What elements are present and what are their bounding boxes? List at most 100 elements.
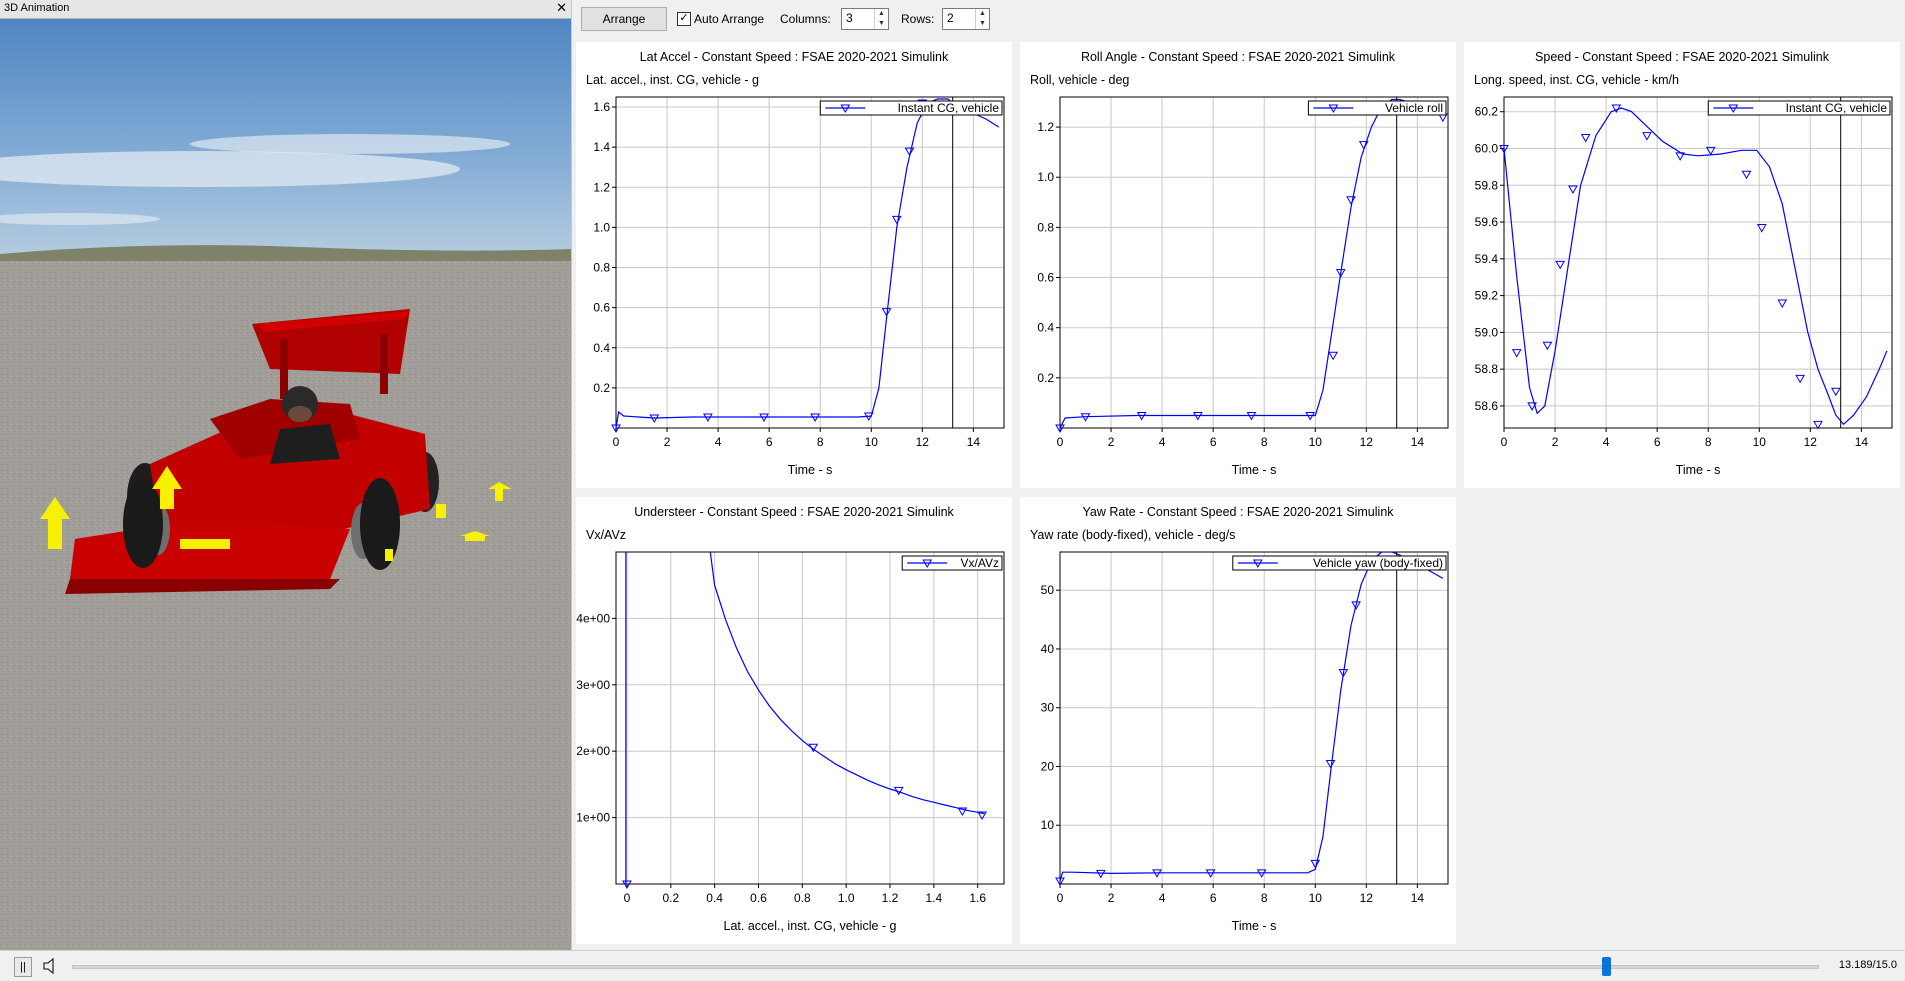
rows-spin-arrows[interactable]: ▲ ▼: [975, 9, 989, 29]
columns-spin-arrows[interactable]: ▲ ▼: [874, 9, 888, 29]
y-tick-label: 4e+00: [576, 611, 610, 625]
chevron-down-icon[interactable]: ▼: [979, 20, 986, 27]
x-tick-label: 14: [1855, 435, 1869, 449]
series-marker: [1830, 387, 1841, 397]
x-tick-label: 0: [1057, 891, 1064, 905]
legend-marker: [1328, 104, 1339, 114]
series-marker: [957, 807, 968, 816]
series-marker: [808, 743, 819, 753]
series-marker: [1611, 104, 1622, 114]
y-tick-label: 58.6: [1475, 399, 1499, 413]
series-marker: [1511, 349, 1522, 358]
y-tick-label: 1.4: [593, 140, 610, 154]
x-tick-label: 0.2: [662, 891, 679, 905]
x-tick-label: 10: [1753, 435, 1767, 449]
series-marker: [1358, 141, 1369, 150]
legend-label: Vehicle yaw (body-fixed): [1313, 556, 1443, 570]
auto-arrange-checkbox[interactable]: ✓: [677, 12, 691, 26]
plot-frame: [1503, 96, 1893, 429]
series-marker: [1136, 411, 1147, 421]
y-tick-label: 1.2: [1037, 120, 1054, 134]
y-tick-label: 1e+00: [576, 811, 610, 825]
chart-subtitle: Long. speed, inst. CG, vehicle - km/h: [1474, 73, 1679, 87]
y-tick-label: 1.6: [593, 100, 610, 114]
legend-box: [1232, 555, 1447, 571]
playback-slider-track[interactable]: [72, 965, 1819, 969]
chart-subtitle: Yaw rate (body-fixed), vehicle - deg/s: [1030, 528, 1236, 542]
x-axis-label: Time - s: [1232, 919, 1277, 933]
arrange-button[interactable]: Arrange: [581, 7, 667, 31]
speaker-icon[interactable]: [42, 956, 60, 976]
series-marker: [904, 147, 915, 157]
series-marker: [863, 412, 874, 421]
chart-plot-roll-angle[interactable]: 0 2 4 6 8 10 12 14 0.2 0.4 0.6 0.8 1.0 1.2 Time - s Veh…: [1020, 42, 1456, 488]
series-line: [1060, 98, 1444, 428]
y-tick-label: 10: [1041, 818, 1055, 832]
chart-card-lat-accel: Lat Accel - Constant Speed : FSAE 2020-2…: [576, 42, 1012, 488]
x-tick-label: 0: [624, 891, 631, 905]
chart-plot-speed[interactable]: 0 2 4 6 8 10 12 14 58.6 58.8 59.0 59.2 59.4 59.6 59.8 6…: [1464, 42, 1900, 488]
force-arrows: [40, 466, 512, 561]
legend-box: [1707, 100, 1891, 116]
columns-label: Columns:: [780, 12, 831, 26]
chart-subtitle: Lat. accel., inst. CG, vehicle - g: [586, 73, 759, 87]
x-tick-label: 1.2: [882, 891, 899, 905]
chevron-down-icon[interactable]: ▼: [878, 20, 885, 27]
chart-plot-understeer[interactable]: 0 0.2 0.4 0.6 0.8 1.0 1.2 1.4 1.6 1e+00 2e+00 3e+00…: [576, 497, 1012, 944]
series-marker: [1580, 133, 1591, 143]
series-marker: [759, 413, 769, 422]
legend-marker: [1728, 104, 1739, 114]
series-marker: [703, 413, 713, 422]
y-tick-label: 0.4: [593, 341, 610, 355]
y-tick-label: 59.8: [1475, 178, 1499, 192]
series-marker: [1338, 668, 1349, 678]
series-marker: [622, 880, 632, 890]
legend-box: [1307, 100, 1447, 116]
series-marker: [1256, 869, 1267, 878]
pause-icon[interactable]: ||: [14, 957, 32, 977]
x-tick-label: 6: [1210, 435, 1217, 449]
x-tick-label: 4: [1603, 435, 1610, 449]
series-marker: [1705, 146, 1716, 156]
y-tick-label: 60.2: [1475, 105, 1499, 119]
series-marker: [1555, 260, 1566, 270]
x-tick-label: 0.6: [750, 891, 767, 905]
y-tick-label: 59.0: [1475, 325, 1499, 339]
series-marker: [1055, 424, 1065, 434]
y-tick-label: 60.0: [1475, 141, 1499, 155]
animation-viewport[interactable]: [0, 19, 571, 950]
legend-label: Instant CG, vehicle: [1786, 101, 1888, 115]
x-tick-label: 0.8: [794, 891, 811, 905]
chart-card-understeer: Understeer - Constant Speed : FSAE 2020-…: [576, 497, 1012, 944]
chart-subtitle: Vx/AVz: [586, 528, 627, 542]
chevron-up-icon[interactable]: ▲: [979, 10, 986, 17]
close-icon[interactable]: ✕: [556, 0, 567, 15]
series-marker: [881, 308, 892, 317]
x-tick-label: 6: [1654, 435, 1661, 449]
chart-title: Understeer - Constant Speed : FSAE 2020-…: [634, 505, 954, 519]
series-line: [709, 552, 985, 815]
x-tick-label: 14: [1411, 891, 1425, 905]
rows-label: Rows:: [901, 12, 935, 26]
x-tick-label: 4: [715, 435, 722, 449]
playback-bar: || 13.189/15.0: [0, 950, 1905, 981]
series-marker: [1055, 877, 1065, 887]
chart-plot-lat-accel[interactable]: 0 2 4 6 8 10 12 14 0.2 0.4 0.6 0.8 1.0 1.2 1.4 1.6 Time …: [576, 42, 1012, 488]
series-marker: [1542, 341, 1553, 351]
y-tick-label: 58.8: [1475, 362, 1499, 376]
animation-scene: [0, 19, 571, 950]
columns-spinner[interactable]: 3 ▲ ▼: [841, 8, 889, 30]
chevron-up-icon[interactable]: ▲: [878, 10, 885, 17]
playback-slider-thumb[interactable]: [1601, 957, 1611, 976]
x-axis-label: Time - s: [1232, 463, 1277, 477]
plot-frame: [615, 96, 1005, 429]
y-tick-label: 0.4: [1037, 321, 1054, 335]
series-marker: [1741, 170, 1752, 180]
x-tick-label: 14: [1411, 435, 1425, 449]
legend-label: Vx/AVz: [961, 556, 999, 570]
series-marker: [1351, 601, 1361, 610]
rows-spinner[interactable]: 2 ▲ ▼: [942, 8, 990, 30]
chart-plot-yaw-rate[interactable]: 0 2 4 6 8 10 12 14 10 20 30 40 50 Time - s Vehicle yaw…: [1020, 497, 1456, 944]
series-marker: [1813, 420, 1823, 430]
x-axis-label: Time - s: [1676, 463, 1721, 477]
